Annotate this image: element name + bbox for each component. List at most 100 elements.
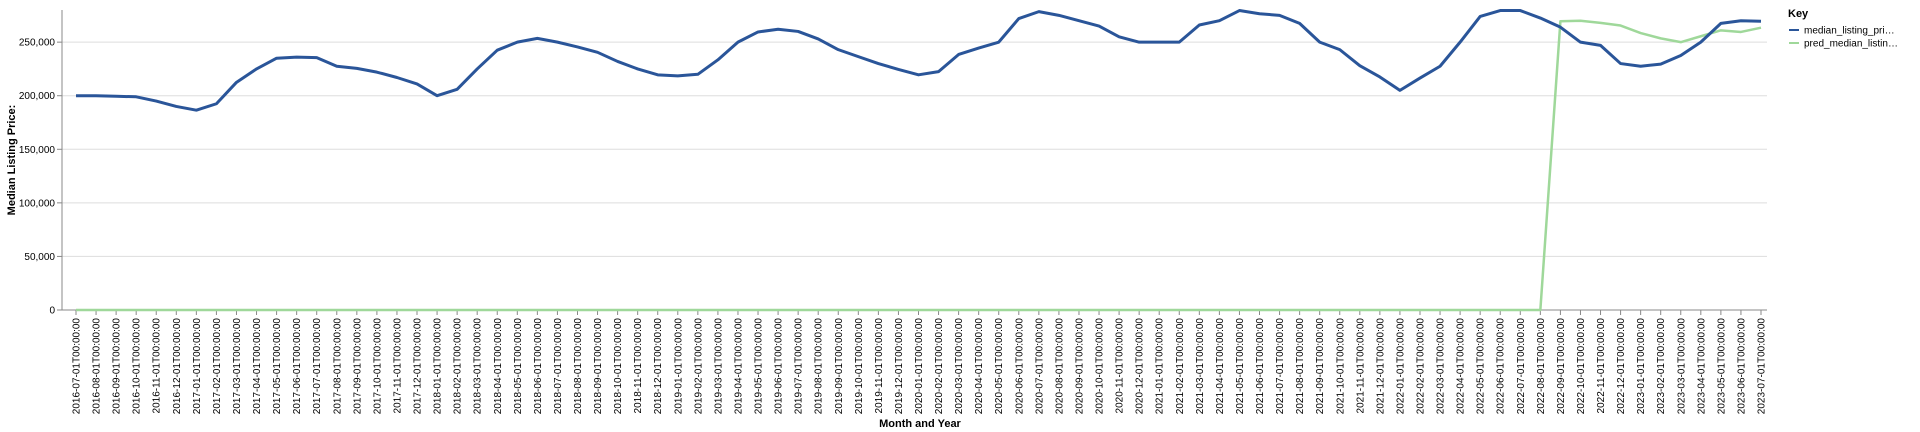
- x-tick-label: 2016-10-01T00:00:00: [132, 318, 143, 415]
- x-tick-label: 2020-03-01T00:00:00: [954, 318, 965, 415]
- x-tick-label: 2023-04-01T00:00:00: [1696, 318, 1707, 415]
- legend-title: Key: [1788, 8, 1809, 20]
- x-tick-label: 2021-05-01T00:00:00: [1235, 318, 1246, 415]
- x-tick-label: 2020-02-01T00:00:00: [934, 318, 945, 415]
- legend: Key median_listing_pri… pred_median_listi…: [1788, 8, 1898, 50]
- x-tick-label: 2018-02-01T00:00:00: [453, 318, 464, 415]
- x-tick-label: 2016-12-01T00:00:00: [172, 318, 183, 415]
- x-axis-title: Month and Year: [879, 418, 961, 430]
- x-tick-label: 2021-01-01T00:00:00: [1155, 318, 1166, 415]
- x-tick-label: 2017-12-01T00:00:00: [413, 318, 424, 415]
- x-tick-label: 2019-09-01T00:00:00: [834, 318, 845, 415]
- x-tick-label: 2023-03-01T00:00:00: [1676, 318, 1687, 415]
- x-tick-label: 2017-04-01T00:00:00: [252, 318, 263, 415]
- x-tick-label: 2019-05-01T00:00:00: [754, 318, 765, 415]
- x-tick-label: 2018-07-01T00:00:00: [553, 318, 564, 415]
- x-tick-label: 2017-06-01T00:00:00: [292, 318, 303, 415]
- x-tick-label: 2021-07-01T00:00:00: [1275, 318, 1286, 415]
- x-tick-label: 2020-08-01T00:00:00: [1054, 318, 1065, 415]
- x-tick-label: 2022-08-01T00:00:00: [1536, 318, 1547, 415]
- x-tick-label: 2023-05-01T00:00:00: [1716, 318, 1727, 415]
- x-tick-label: 2018-10-01T00:00:00: [613, 318, 624, 415]
- x-tick-label: 2022-07-01T00:00:00: [1516, 318, 1527, 415]
- y-tick-label: 250,000: [19, 38, 56, 49]
- axes: [61, 10, 1767, 311]
- x-tick-label: 2023-07-01T00:00:00: [1757, 318, 1768, 415]
- legend-label-1: pred_median_listin…: [1804, 39, 1898, 50]
- x-tick-label: 2018-06-01T00:00:00: [533, 318, 544, 415]
- x-tick-label: 2019-07-01T00:00:00: [794, 318, 805, 415]
- x-tick-label: 2022-09-01T00:00:00: [1556, 318, 1567, 415]
- x-tick-label: 2020-06-01T00:00:00: [1014, 318, 1025, 415]
- x-axis-ticks: 2016-07-01T00:00:00 2016-08-01T00:00:00 20…: [72, 310, 1768, 414]
- x-tick-label: 2017-10-01T00:00:00: [372, 318, 383, 415]
- x-tick-label: 2020-07-01T00:00:00: [1034, 318, 1045, 415]
- x-tick-label: 2017-01-01T00:00:00: [192, 318, 203, 415]
- x-tick-label: 2022-04-01T00:00:00: [1456, 318, 1467, 415]
- x-tick-label: 2017-03-01T00:00:00: [232, 318, 243, 415]
- x-tick-label: 2016-09-01T00:00:00: [112, 318, 123, 415]
- x-tick-label: 2021-02-01T00:00:00: [1175, 318, 1186, 415]
- x-tick-label: 2022-12-01T00:00:00: [1616, 318, 1627, 415]
- x-tick-label: 2020-10-01T00:00:00: [1095, 318, 1106, 415]
- x-tick-label: 2021-03-01T00:00:00: [1195, 318, 1206, 415]
- x-tick-label: 2022-06-01T00:00:00: [1496, 318, 1507, 415]
- x-tick-label: 2018-01-01T00:00:00: [433, 318, 444, 415]
- y-tick-label: 50,000: [24, 252, 55, 263]
- x-tick-label: 2020-05-01T00:00:00: [994, 318, 1005, 415]
- x-tick-label: 2021-12-01T00:00:00: [1375, 318, 1386, 415]
- x-tick-label: 2019-12-01T00:00:00: [894, 318, 905, 415]
- x-tick-label: 2017-08-01T00:00:00: [332, 318, 343, 415]
- x-tick-label: 2022-10-01T00:00:00: [1576, 318, 1587, 415]
- series-lines: [76, 9, 1762, 312]
- x-tick-label: 2020-04-01T00:00:00: [974, 318, 985, 415]
- x-tick-label: 2019-03-01T00:00:00: [713, 318, 724, 415]
- x-tick-label: 2021-08-01T00:00:00: [1295, 318, 1306, 415]
- x-tick-label: 2020-01-01T00:00:00: [914, 318, 925, 415]
- y-tick-label: 150,000: [19, 145, 56, 156]
- x-tick-label: 2017-11-01T00:00:00: [392, 318, 403, 414]
- x-tick-label: 2023-02-01T00:00:00: [1656, 318, 1667, 415]
- x-tick-label: 2023-01-01T00:00:00: [1636, 318, 1647, 415]
- x-tick-label: 2017-02-01T00:00:00: [212, 318, 223, 415]
- x-tick-label: 2019-01-01T00:00:00: [673, 318, 684, 415]
- legend-label-0: median_listing_pri…: [1804, 26, 1895, 37]
- x-tick-label: 2019-08-01T00:00:00: [814, 318, 825, 415]
- x-tick-label: 2019-02-01T00:00:00: [693, 318, 704, 415]
- gridlines: [62, 41, 1767, 311]
- x-tick-label: 2019-10-01T00:00:00: [854, 318, 865, 415]
- x-tick-label: 2021-11-01T00:00:00: [1355, 318, 1366, 414]
- series-line-1: [76, 19, 1762, 312]
- y-tick-label: 100,000: [19, 198, 56, 209]
- x-tick-label: 2021-10-01T00:00:00: [1335, 318, 1346, 415]
- y-tick-label: 200,000: [19, 91, 56, 102]
- x-tick-label: 2017-07-01T00:00:00: [312, 318, 323, 415]
- x-tick-label: 2022-05-01T00:00:00: [1476, 318, 1487, 415]
- x-tick-label: 2022-11-01T00:00:00: [1596, 318, 1607, 414]
- x-tick-label: 2016-08-01T00:00:00: [92, 318, 103, 415]
- x-tick-label: 2022-01-01T00:00:00: [1395, 318, 1406, 415]
- x-tick-label: 2017-05-01T00:00:00: [272, 318, 283, 415]
- x-tick-label: 2018-05-01T00:00:00: [513, 318, 524, 415]
- x-tick-label: 2020-09-01T00:00:00: [1074, 318, 1085, 415]
- x-tick-label: 2018-03-01T00:00:00: [473, 318, 484, 415]
- x-tick-label: 2018-08-01T00:00:00: [573, 318, 584, 415]
- y-axis-ticks: 0 50,000 100,000 150,000 200,000 250,000: [19, 38, 62, 317]
- y-tick-label: 0: [49, 306, 55, 317]
- x-tick-label: 2020-12-01T00:00:00: [1135, 318, 1146, 415]
- x-tick-label: 2018-12-01T00:00:00: [653, 318, 664, 415]
- x-tick-label: 2017-09-01T00:00:00: [352, 318, 363, 415]
- x-tick-label: 2016-11-01T00:00:00: [152, 318, 163, 414]
- series-line-0: [76, 9, 1762, 112]
- x-tick-label: 2019-04-01T00:00:00: [733, 318, 744, 415]
- x-tick-label: 2018-11-01T00:00:00: [633, 318, 644, 414]
- x-tick-label: 2019-06-01T00:00:00: [774, 318, 785, 415]
- x-tick-label: 2016-07-01T00:00:00: [72, 318, 83, 415]
- x-tick-label: 2023-06-01T00:00:00: [1736, 318, 1747, 415]
- x-tick-label: 2018-09-01T00:00:00: [593, 318, 604, 415]
- y-axis-title: Median Listing Price:: [6, 105, 18, 216]
- x-tick-label: 2019-11-01T00:00:00: [874, 318, 885, 414]
- x-tick-label: 2022-02-01T00:00:00: [1415, 318, 1426, 415]
- x-tick-label: 2020-11-01T00:00:00: [1115, 318, 1126, 414]
